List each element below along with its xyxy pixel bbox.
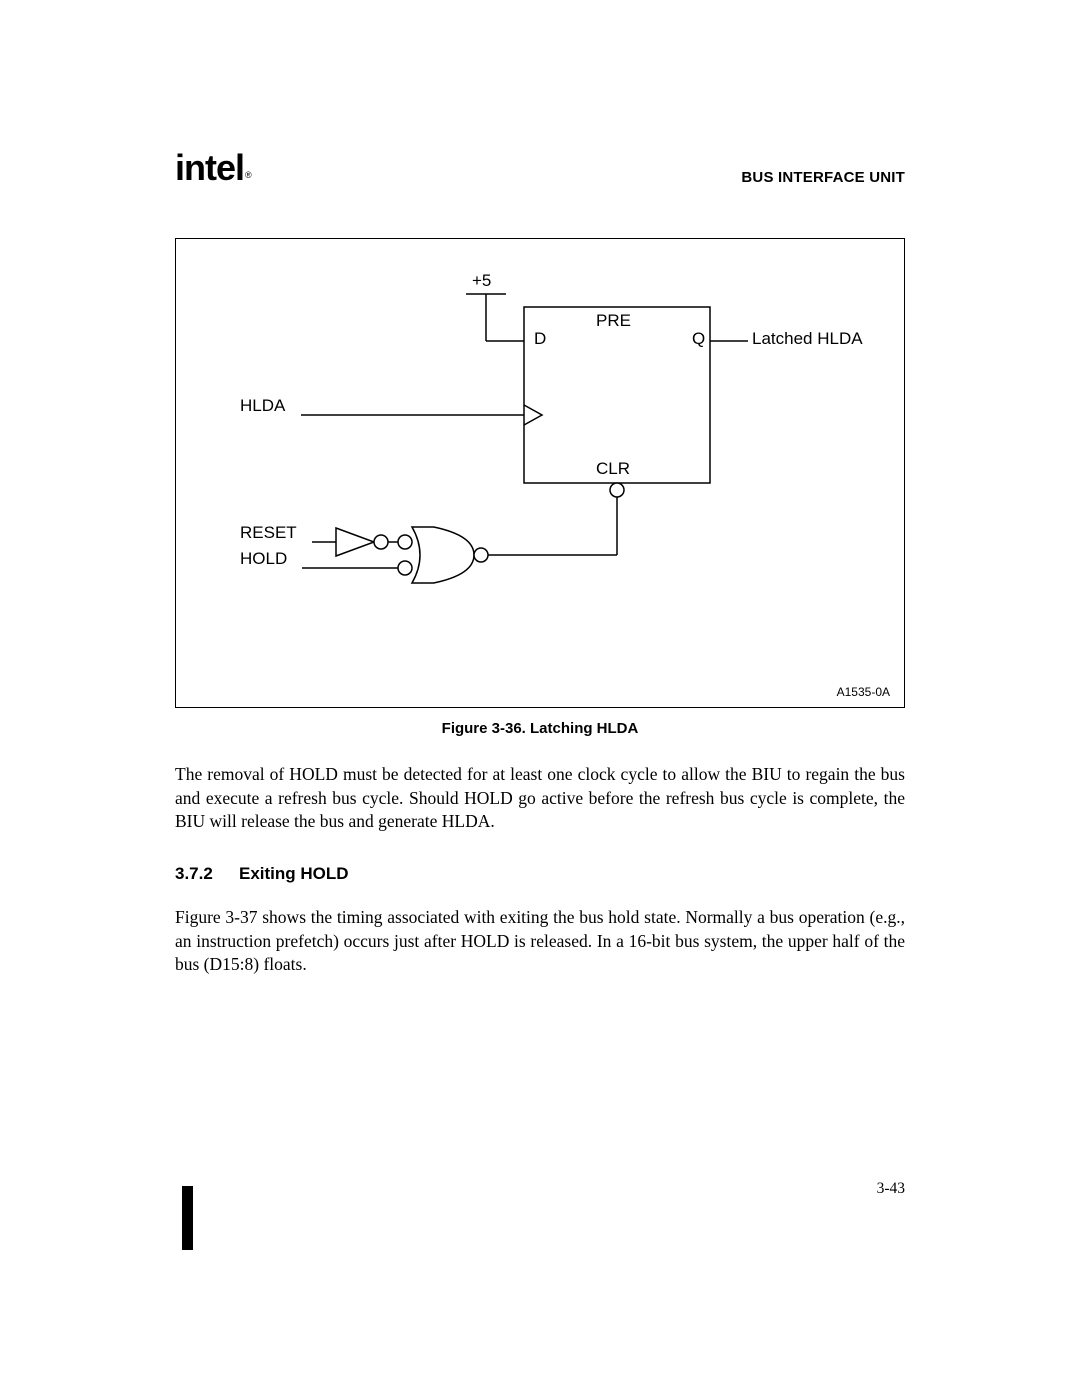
section-heading: 3.7.2Exiting HOLD bbox=[175, 864, 905, 884]
diagram-label-reset: RESET bbox=[240, 523, 297, 543]
diagram-label-hlda: HLDA bbox=[240, 396, 285, 416]
diagram-label-clr: CLR bbox=[596, 459, 630, 479]
section-title: Exiting HOLD bbox=[239, 864, 349, 883]
circuit-svg bbox=[176, 239, 906, 709]
paragraph-1: The removal of HOLD must be detected for… bbox=[175, 763, 905, 834]
change-bar bbox=[182, 1186, 193, 1250]
intel-logo: intel® bbox=[175, 150, 250, 186]
figure-diagram: +5 PRE D Q Latched HLDA HLDA CLR RESET HOLD A153… bbox=[175, 238, 905, 708]
diagram-label-latched: Latched HLDA bbox=[752, 329, 863, 349]
paragraph-2: Figure 3-37 shows the timing associated … bbox=[175, 906, 905, 977]
figure-caption: Figure 3-36. Latching HLDA bbox=[175, 720, 905, 737]
diagram-label-plus5: +5 bbox=[472, 271, 491, 291]
header-section-title: BUS INTERFACE UNIT bbox=[741, 169, 905, 186]
diagram-label-q: Q bbox=[692, 329, 705, 349]
diagram-label-hold: HOLD bbox=[240, 549, 287, 569]
page-content: intel® BUS INTERFACE UNIT +5 PRE D Q Latched… bbox=[175, 150, 905, 1007]
diagram-label-d: D bbox=[534, 329, 546, 349]
registered-mark: ® bbox=[245, 170, 251, 180]
page-header: intel® BUS INTERFACE UNIT bbox=[175, 150, 905, 186]
logo-text: intel bbox=[175, 147, 244, 188]
page-number: 3-43 bbox=[877, 1180, 905, 1198]
diagram-label-pre: PRE bbox=[596, 311, 631, 331]
figure-reference-code: A1535-0A bbox=[837, 685, 890, 699]
section-number: 3.7.2 bbox=[175, 864, 239, 884]
